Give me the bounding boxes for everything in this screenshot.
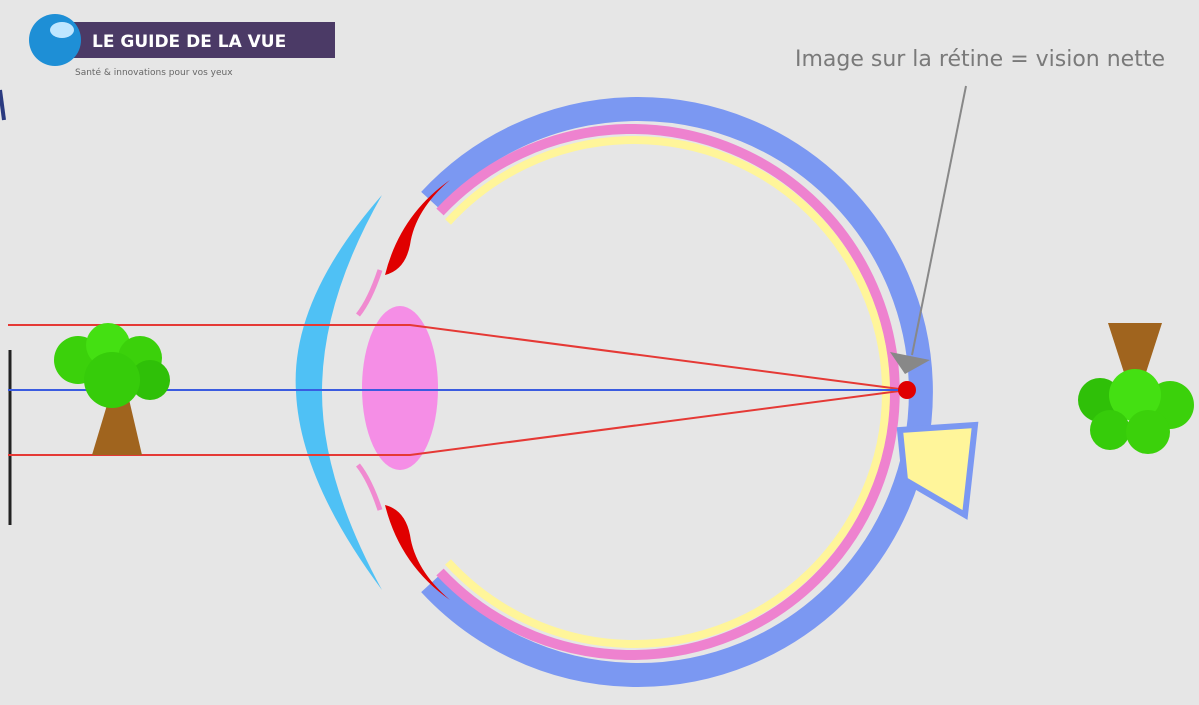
annotation-text: Image sur la rétine = vision nette bbox=[795, 47, 1165, 72]
logo-highlight bbox=[50, 22, 74, 38]
focus-point bbox=[898, 381, 916, 399]
page: {"logo": {"title": "LE GUIDE DE LA VUE",… bbox=[0, 0, 1199, 705]
logo-tagline: Santé & innovations pour vos yeux bbox=[75, 67, 233, 78]
lens bbox=[362, 306, 438, 470]
foliage bbox=[1126, 410, 1170, 454]
foliage bbox=[1090, 410, 1130, 450]
logo-sphere bbox=[29, 14, 81, 66]
foliage bbox=[84, 352, 140, 408]
eye-diagram: LE GUIDE DE LA VUE Santé & innovations p… bbox=[0, 0, 1199, 705]
logo-title: LE GUIDE DE LA VUE bbox=[92, 32, 286, 52]
